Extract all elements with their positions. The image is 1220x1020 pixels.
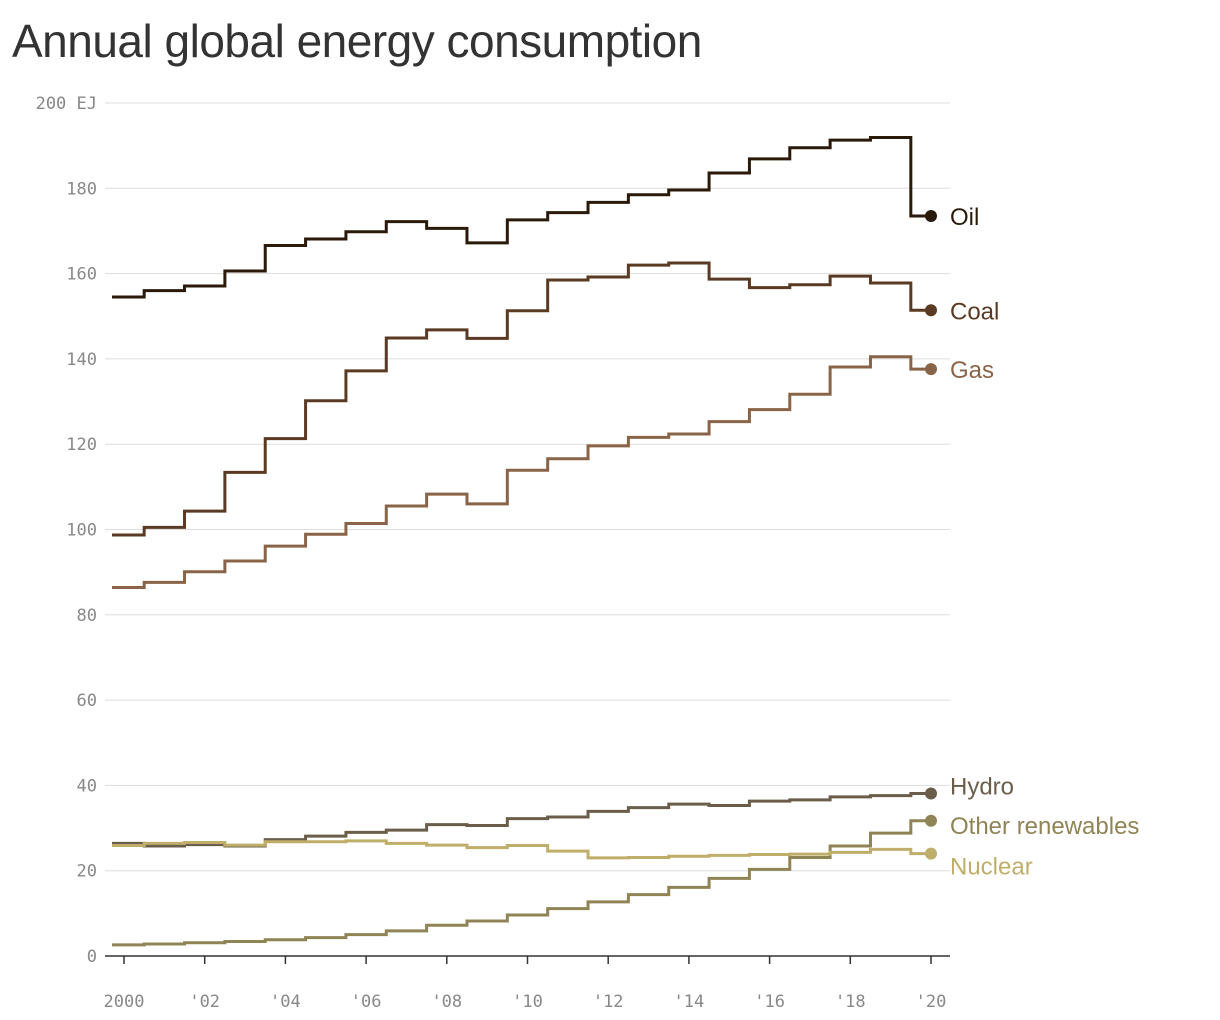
x-tick-label: 2000 (104, 992, 145, 1012)
x-tick-label: '06 (351, 992, 382, 1012)
x-tick-label: '02 (189, 992, 220, 1012)
series-end-dot (925, 210, 937, 223)
series-label: Oil (950, 204, 979, 231)
x-tick-label: '12 (593, 992, 624, 1012)
y-tick-label: 180 (66, 179, 97, 199)
y-tick-label: 60 (77, 691, 97, 711)
series-end-dot (925, 847, 937, 860)
series-end-dot (925, 363, 937, 376)
series-label: Coal (950, 298, 999, 325)
y-tick-label: 160 (66, 265, 97, 285)
series-line-coal (112, 261, 931, 537)
series-end-dot (925, 814, 937, 827)
series-end-dot (925, 304, 937, 317)
series-line-gas (112, 355, 931, 590)
y-tick-label: 200 EJ (36, 94, 97, 114)
series-label: Gas (950, 357, 994, 384)
x-tick-label: '10 (512, 992, 543, 1012)
y-tick-label: 40 (77, 776, 97, 796)
x-tick-label: '08 (431, 992, 462, 1012)
series-label: Nuclear (950, 854, 1033, 881)
series-line-oil (112, 136, 931, 299)
series-line-hydro (112, 792, 931, 848)
y-tick-label: 80 (77, 606, 97, 626)
x-tick-label: '20 (916, 992, 947, 1012)
series-line-nuclear (112, 839, 931, 860)
y-tick-label: 100 (66, 521, 97, 541)
series-end-dot (925, 787, 937, 800)
chart-title: Annual global energy consumption (12, 15, 702, 67)
y-tick-label: 0 (87, 947, 97, 967)
y-tick-label: 120 (66, 435, 97, 455)
series-line-other-renewables (112, 819, 931, 947)
y-tick-label: 140 (66, 350, 97, 370)
series-label: Other renewables (950, 813, 1139, 840)
x-tick-label: '04 (270, 992, 301, 1012)
x-tick-label: '16 (754, 992, 785, 1012)
x-tick-label: '18 (835, 992, 866, 1012)
y-tick-label: 20 (77, 862, 97, 882)
series-label: Hydro (950, 774, 1014, 801)
x-tick-label: '14 (674, 992, 705, 1012)
